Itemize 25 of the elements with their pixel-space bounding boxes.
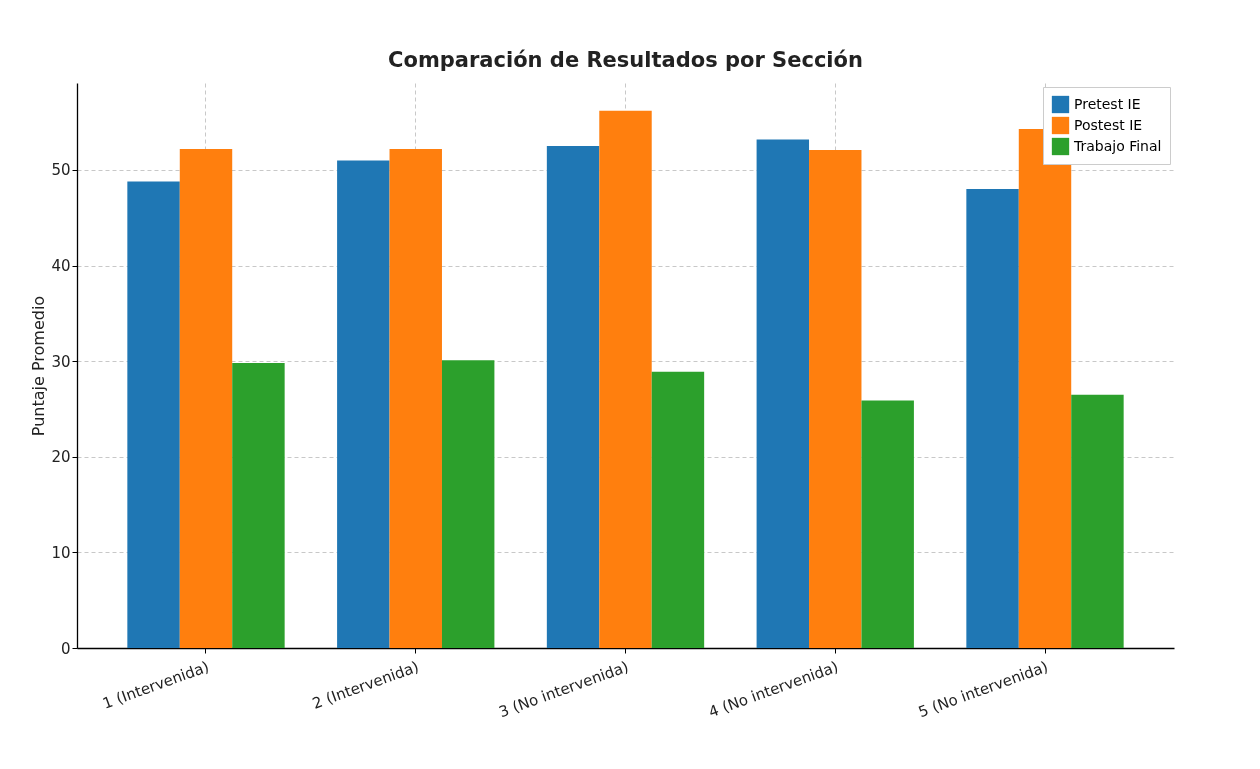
bar xyxy=(599,110,652,648)
bar xyxy=(966,189,1019,648)
bar xyxy=(861,400,914,648)
y-tick-label: 40 xyxy=(51,257,71,276)
y-tick-label: 30 xyxy=(51,352,71,371)
bar xyxy=(1071,394,1124,648)
bar xyxy=(337,160,390,648)
bar xyxy=(809,149,862,648)
bar xyxy=(651,371,705,648)
bar xyxy=(232,363,285,648)
y-axis-title: Puntaje Promedio xyxy=(29,295,49,437)
legend-label: Pretest IE xyxy=(1074,95,1141,112)
y-tick-label: 0 xyxy=(60,639,71,658)
y-tick-label: 10 xyxy=(51,543,71,562)
bar xyxy=(441,360,495,648)
bar xyxy=(546,146,600,648)
legend-label: Trabajo Final xyxy=(1073,137,1162,154)
y-tick-label: 50 xyxy=(51,161,71,180)
bar xyxy=(389,148,442,648)
bar xyxy=(756,139,810,648)
bar xyxy=(179,148,233,648)
bar xyxy=(127,181,180,648)
legend-label: Postest IE xyxy=(1074,116,1143,133)
y-tick-label: 20 xyxy=(51,448,71,467)
chart-title: Comparación de Resultados por Sección xyxy=(388,48,863,72)
